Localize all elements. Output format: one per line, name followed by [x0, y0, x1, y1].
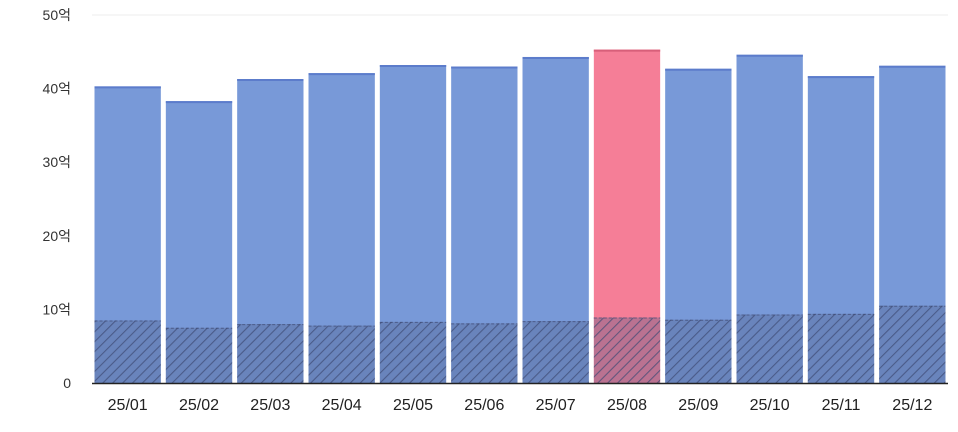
x-tick-label: 25/03	[250, 397, 290, 414]
x-tick-label: 25/09	[678, 397, 718, 414]
x-tick-label: 25/04	[322, 397, 362, 414]
bars	[94, 49, 946, 384]
y-tick-label: 20억	[43, 228, 71, 244]
x-tick-label: 25/02	[179, 397, 219, 414]
bar-hatched-segment-25-11[interactable]	[807, 313, 875, 383]
x-axis: 25/01 25/02 25/03 25/04 25/05 25/06 25/07 25/08…	[92, 382, 948, 414]
bar-hatched-segment-25-01[interactable]	[94, 320, 161, 383]
bar-hatched-segment-25-02[interactable]	[165, 327, 233, 383]
bar-hatched-segment-25-07[interactable]	[522, 321, 589, 383]
y-tick-label: 30억	[43, 154, 71, 170]
y-tick-label: 50억	[43, 7, 71, 23]
bar-hatched-segment-25-12[interactable]	[879, 305, 946, 383]
y-axis: 0 10억 20억 30억 40억 50억	[43, 7, 948, 391]
bar-hatched-segment-25-04[interactable]	[308, 325, 375, 383]
x-tick-label: 25/12	[892, 397, 932, 414]
y-tick-label: 10억	[43, 301, 71, 317]
x-tick-label: 25/11	[822, 397, 861, 414]
y-tick-label: 40억	[43, 81, 71, 97]
bar-hatched-segment-25-09[interactable]	[665, 319, 732, 383]
x-tick-label: 25/10	[750, 397, 790, 414]
bar-hatched-segment-25-08[interactable]	[593, 317, 661, 383]
bar-hatched-segment-25-10[interactable]	[736, 314, 803, 383]
x-tick-label: 25/01	[108, 397, 148, 414]
x-tick-label: 25/06	[464, 397, 504, 414]
bar-hatched-segment-25-03[interactable]	[237, 324, 304, 383]
x-tick-label: 25/07	[536, 397, 576, 414]
x-tick-label: 25/08	[607, 397, 647, 414]
x-tick-label: 25/05	[393, 397, 433, 414]
bar-hatched-segment-25-06[interactable]	[451, 323, 518, 383]
y-tick-label: 0	[63, 375, 71, 391]
bar-hatched-segment-25-05[interactable]	[379, 321, 447, 383]
